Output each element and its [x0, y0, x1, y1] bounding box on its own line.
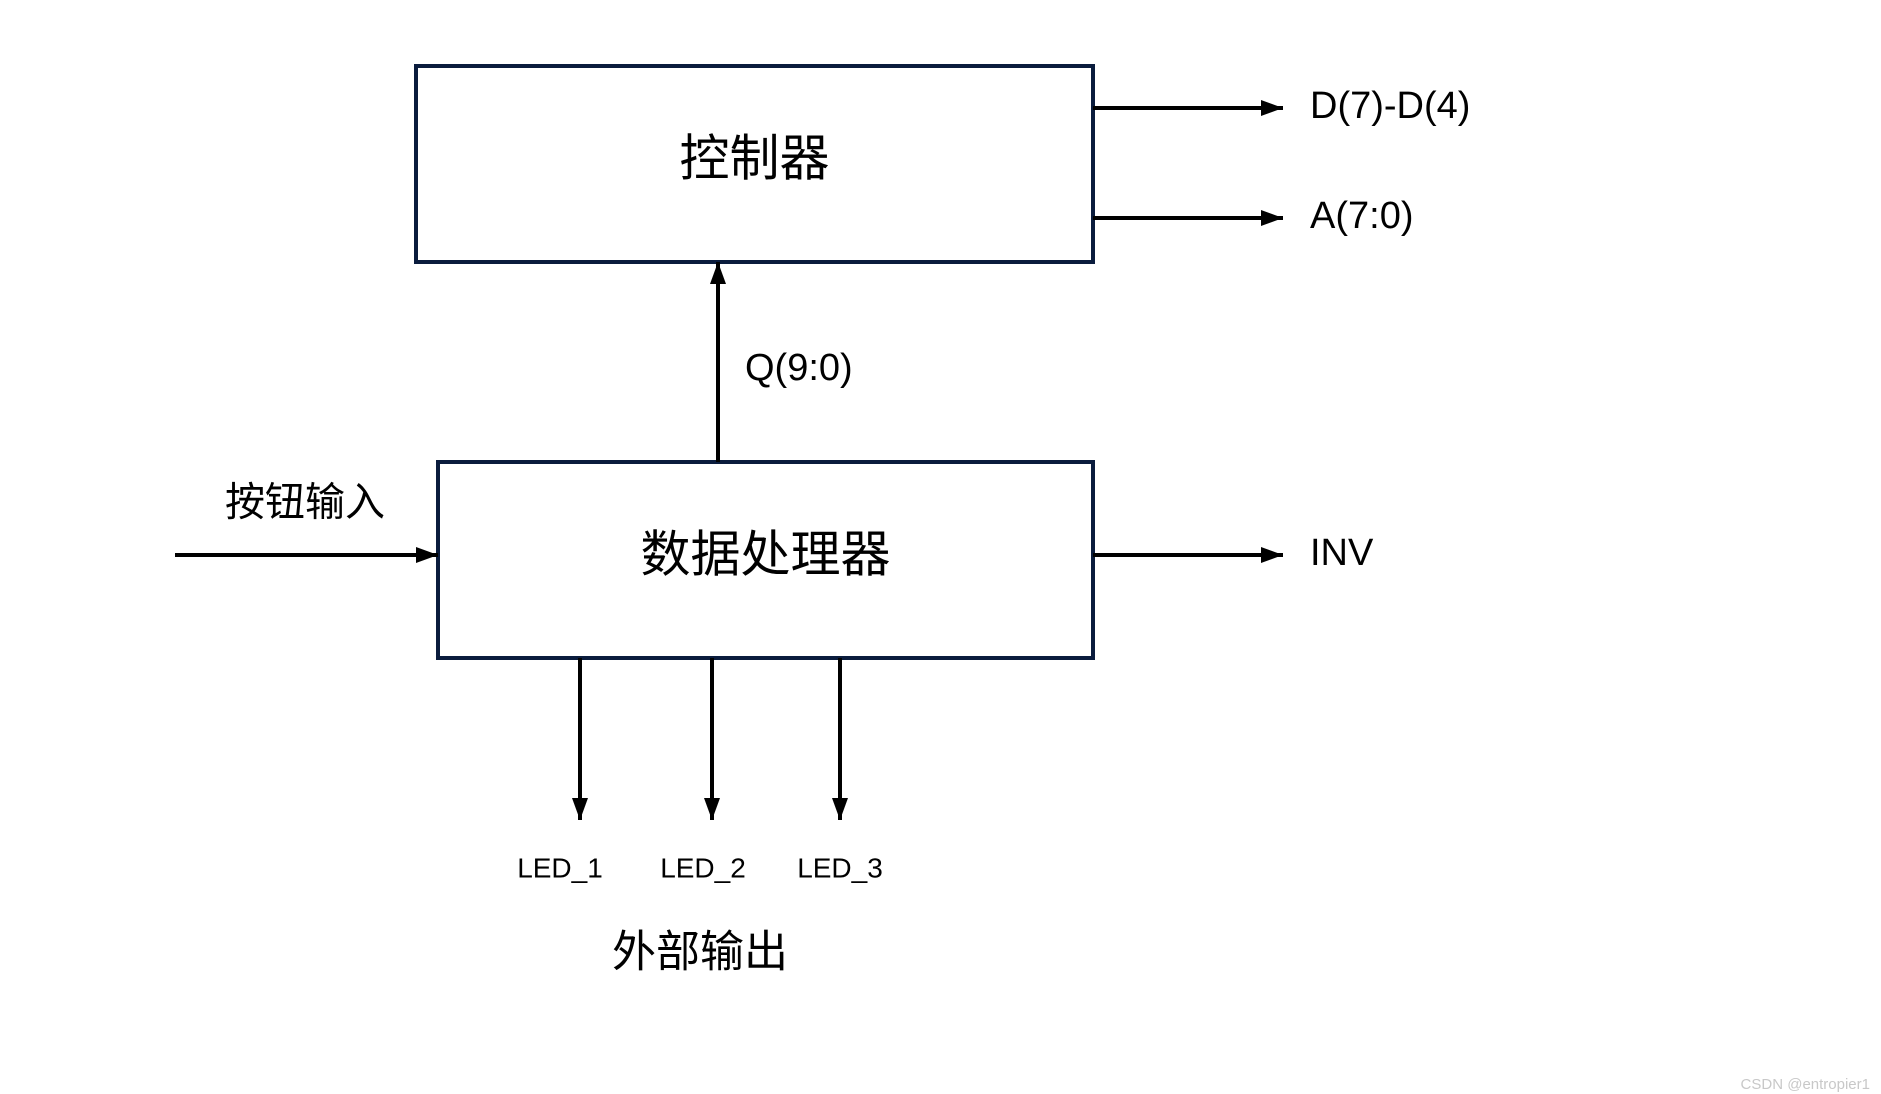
btn_in-label: 按钮输入 [225, 481, 385, 525]
inv_out-label: INV [1310, 532, 1374, 574]
watermark: CSDN @entropier1 [1741, 1076, 1870, 1093]
btn_in-arrow [175, 547, 438, 563]
a_out-arrow [1093, 210, 1283, 226]
processor-block: 数据处理器 [438, 462, 1093, 658]
led1-label: LED_1 [517, 852, 603, 883]
led3-arrow [832, 658, 848, 820]
d_out-arrow [1093, 100, 1283, 116]
controller-label: 控制器 [680, 130, 830, 186]
block-diagram: 控制器数据处理器 D(7)-D(4) A(7:0) Q(9:0) 按钮输入 INV LED_… [0, 0, 1881, 1094]
controller-block: 控制器 [416, 66, 1093, 262]
q_up-arrow [710, 262, 726, 462]
led2-arrow [704, 658, 720, 820]
inv_out-arrow [1093, 547, 1283, 563]
led2-label: LED_2 [660, 852, 746, 883]
a_out-label: A(7:0) [1310, 195, 1413, 237]
q_up-label: Q(9:0) [745, 347, 853, 389]
led1-arrow [572, 658, 588, 820]
processor-label: 数据处理器 [641, 526, 891, 582]
d_out-label: D(7)-D(4) [1310, 85, 1470, 127]
ext_out-label: 外部输出 [612, 928, 788, 977]
led3-label: LED_3 [797, 852, 883, 883]
